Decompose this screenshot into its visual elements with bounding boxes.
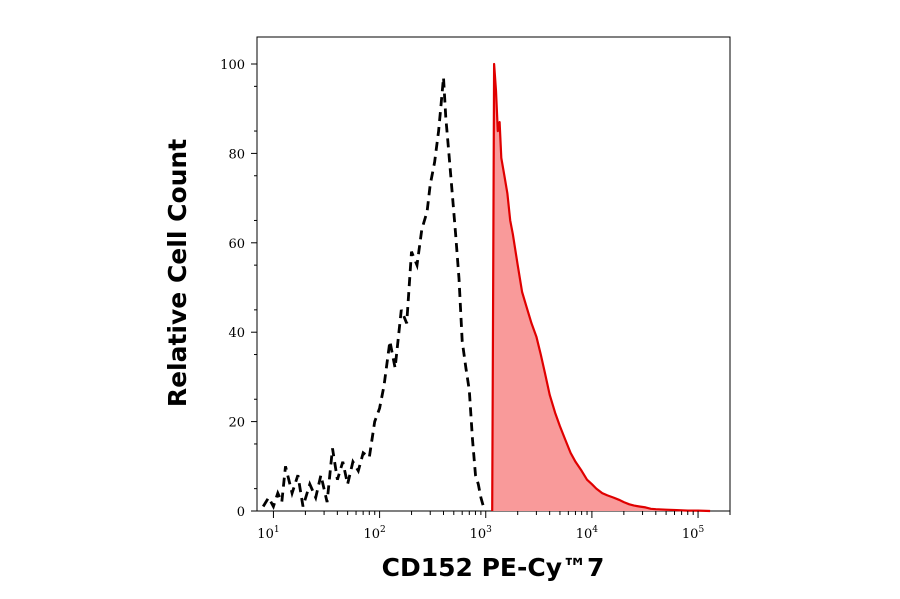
x-tick-label: 104 (576, 525, 599, 542)
series-layer (262, 62, 711, 513)
y-tick-label: 20 (228, 416, 245, 431)
y-axis: 0 20 40 60 80 100 (220, 58, 257, 520)
x-axis: 101 102 103 104 105 (257, 511, 731, 542)
series-area-1 (492, 64, 711, 511)
x-tick-label: 105 (682, 525, 705, 542)
y-tick-label: 80 (228, 147, 245, 162)
y-tick-label: 0 (237, 505, 245, 520)
y-tick-label: 60 (228, 237, 245, 252)
x-tick-label: 101 (257, 525, 279, 542)
series-line-0 (262, 77, 485, 511)
x-tick-label: 103 (470, 525, 493, 542)
y-tick-label: 100 (220, 58, 245, 73)
y-axis-title: Relative Cell Count (163, 139, 192, 407)
x-axis-title: CD152 PE-Cy™7 (382, 553, 605, 582)
series-line-1 (491, 62, 711, 513)
y-tick-label: 40 (228, 326, 245, 341)
x-tick-label: 102 (363, 525, 385, 542)
